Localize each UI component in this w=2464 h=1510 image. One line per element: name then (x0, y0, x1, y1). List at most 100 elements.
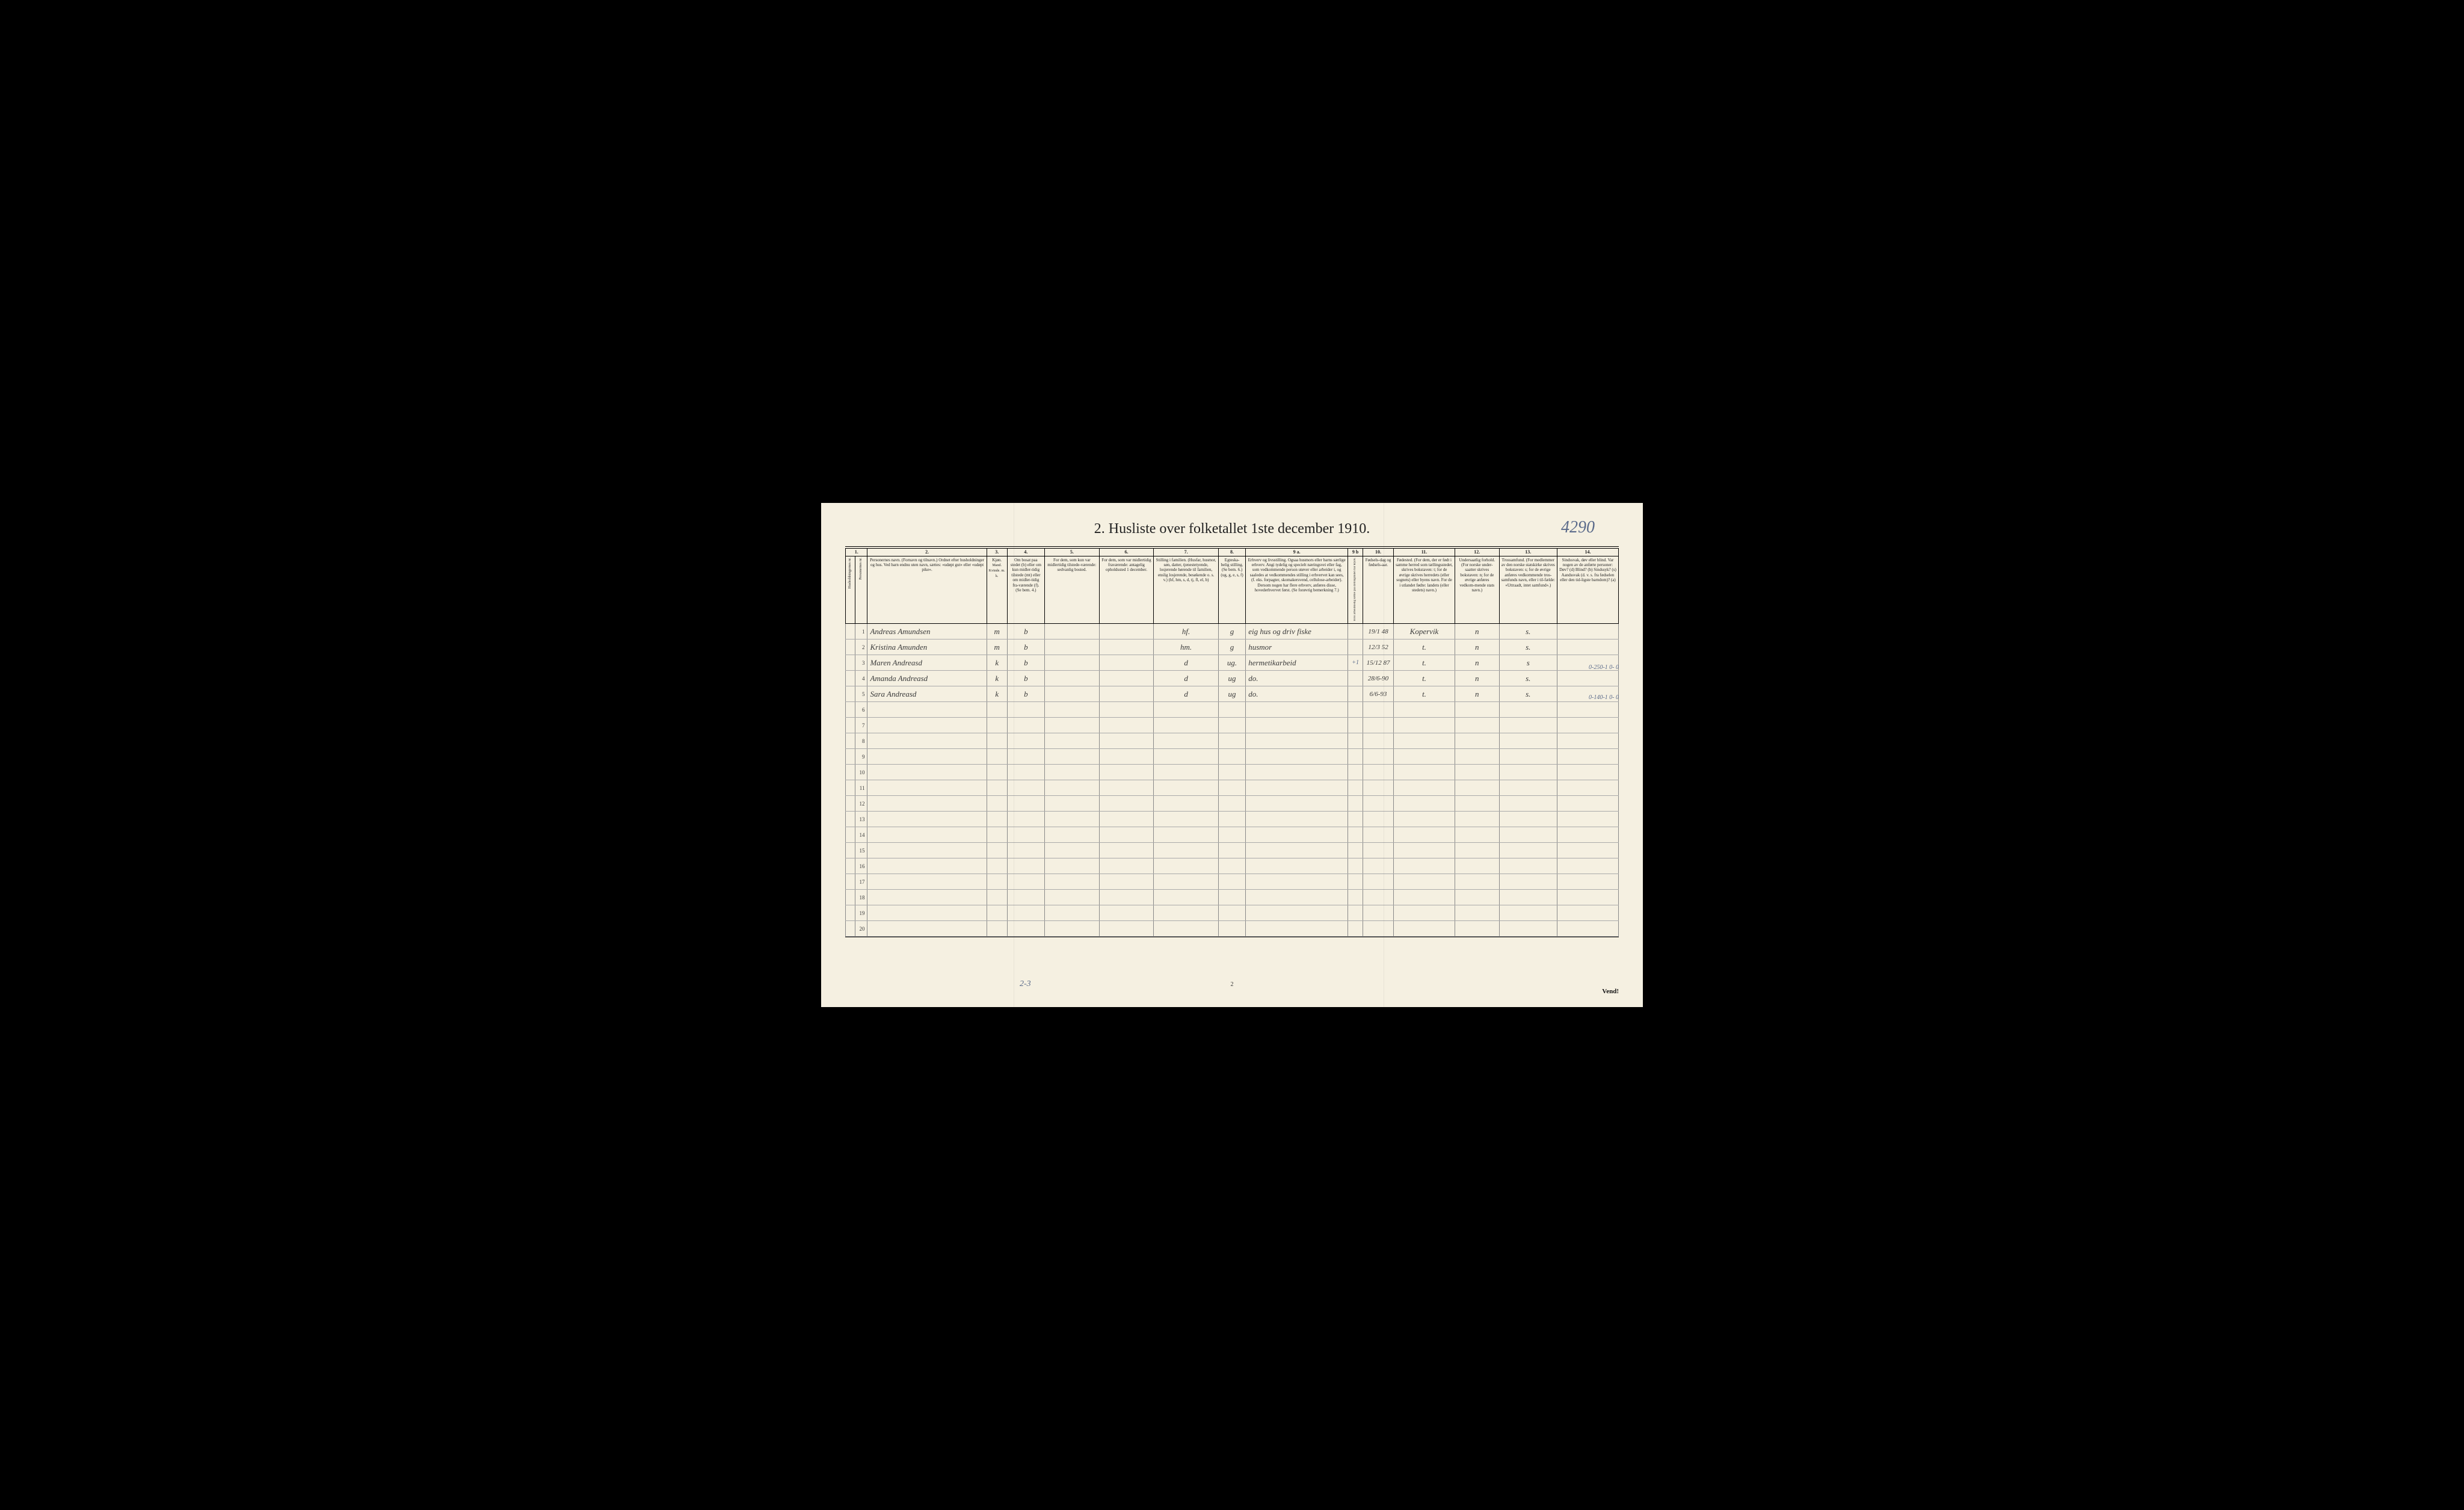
religion-cell (1499, 858, 1557, 874)
household-nr-cell (846, 686, 855, 702)
religion-cell (1499, 718, 1557, 733)
name-cell (867, 874, 987, 890)
disability-cell (1557, 671, 1618, 686)
birthdate-cell (1363, 796, 1394, 812)
residence-cell: b (1007, 639, 1044, 655)
unemployed-cell (1348, 890, 1363, 905)
marital-cell (1218, 749, 1245, 765)
birthplace-cell: t. (1394, 655, 1455, 671)
marital-cell (1218, 905, 1245, 921)
unemployed-cell (1348, 639, 1363, 655)
family-pos-cell: hf. (1154, 624, 1219, 639)
family-pos-cell: d (1154, 655, 1219, 671)
name-cell (867, 749, 987, 765)
residence-cell: b (1007, 624, 1044, 639)
marital-cell: ug (1218, 671, 1245, 686)
unemployed-cell (1348, 718, 1363, 733)
disability-cell (1557, 624, 1618, 639)
occupation-cell (1246, 702, 1348, 718)
birthdate-cell (1363, 858, 1394, 874)
temp-absent-cell (1099, 718, 1154, 733)
household-nr-cell (846, 858, 855, 874)
col-num-10: 10. (1363, 549, 1394, 556)
person-nr-cell: 19 (855, 905, 867, 921)
nationality-cell (1455, 874, 1499, 890)
marital-cell (1218, 765, 1245, 780)
nationality-cell (1455, 890, 1499, 905)
birthplace-cell (1394, 702, 1455, 718)
temp-absent-cell (1099, 905, 1154, 921)
document-id: 4290 (1561, 518, 1595, 537)
footer-note: 2-3 (1020, 979, 1031, 989)
margin-note-1: 0-250-1 0- 0 (1589, 664, 1619, 671)
occupation-cell (1246, 905, 1348, 921)
person-nr-cell: 16 (855, 858, 867, 874)
table-row: 10 (846, 765, 1619, 780)
residence-cell (1007, 874, 1044, 890)
household-nr-cell (846, 765, 855, 780)
disability-cell (1557, 858, 1618, 874)
col-num-6: 6. (1099, 549, 1154, 556)
name-cell (867, 765, 987, 780)
header-temp-absent: For dem, som var midlertidig fraværende:… (1099, 556, 1154, 624)
nationality-cell (1455, 702, 1499, 718)
temp-absent-cell (1099, 655, 1154, 671)
household-nr-cell (846, 796, 855, 812)
sex-cell: k (987, 655, 1007, 671)
occupation-cell (1246, 858, 1348, 874)
disability-cell (1557, 702, 1618, 718)
sex-cell: m (987, 639, 1007, 655)
table-row: 19 (846, 905, 1619, 921)
religion-cell (1499, 827, 1557, 843)
occupation-cell (1246, 812, 1348, 827)
disability-cell (1557, 718, 1618, 733)
birthdate-cell: 28/6-90 (1363, 671, 1394, 686)
name-cell (867, 843, 987, 858)
residence-cell: b (1007, 686, 1044, 702)
birthdate-cell (1363, 890, 1394, 905)
temp-present-cell (1045, 639, 1100, 655)
temp-present-cell (1045, 858, 1100, 874)
household-nr-cell (846, 843, 855, 858)
birthdate-cell: 6/6-93 (1363, 686, 1394, 702)
name-cell (867, 733, 987, 749)
family-pos-cell (1154, 843, 1219, 858)
col-num-1: 1. (846, 549, 867, 556)
col-num-2: 2. (867, 549, 987, 556)
unemployed-cell (1348, 812, 1363, 827)
marital-cell (1218, 812, 1245, 827)
person-nr-cell: 15 (855, 843, 867, 858)
family-pos-cell (1154, 702, 1219, 718)
disability-cell (1557, 796, 1618, 812)
table-row: 11 (846, 780, 1619, 796)
occupation-cell (1246, 796, 1348, 812)
person-nr-cell: 7 (855, 718, 867, 733)
birthplace-cell (1394, 765, 1455, 780)
col-num-5: 5. (1045, 549, 1100, 556)
temp-present-cell (1045, 718, 1100, 733)
sex-cell (987, 765, 1007, 780)
table-row: 17 (846, 874, 1619, 890)
birthplace-cell: Kopervik (1394, 624, 1455, 639)
birthdate-cell (1363, 843, 1394, 858)
sex-cell (987, 874, 1007, 890)
name-cell: Kristina Amunden (867, 639, 987, 655)
family-pos-cell (1154, 890, 1219, 905)
nationality-cell (1455, 796, 1499, 812)
unemployed-cell (1348, 733, 1363, 749)
family-pos-cell (1154, 905, 1219, 921)
birthplace-cell (1394, 749, 1455, 765)
header-sex: Kjøn.Mand. Kvinde. m. k. (987, 556, 1007, 624)
person-nr-cell: 4 (855, 671, 867, 686)
marital-cell (1218, 827, 1245, 843)
temp-present-cell (1045, 905, 1100, 921)
unemployed-cell (1348, 921, 1363, 937)
temp-absent-cell (1099, 874, 1154, 890)
birthdate-cell (1363, 874, 1394, 890)
family-pos-cell (1154, 874, 1219, 890)
col-num-3: 3. (987, 549, 1007, 556)
temp-absent-cell (1099, 686, 1154, 702)
header-family-position: Stilling i familien. (Husfar, husmor, sø… (1154, 556, 1219, 624)
birthdate-cell (1363, 812, 1394, 827)
nationality-cell (1455, 905, 1499, 921)
